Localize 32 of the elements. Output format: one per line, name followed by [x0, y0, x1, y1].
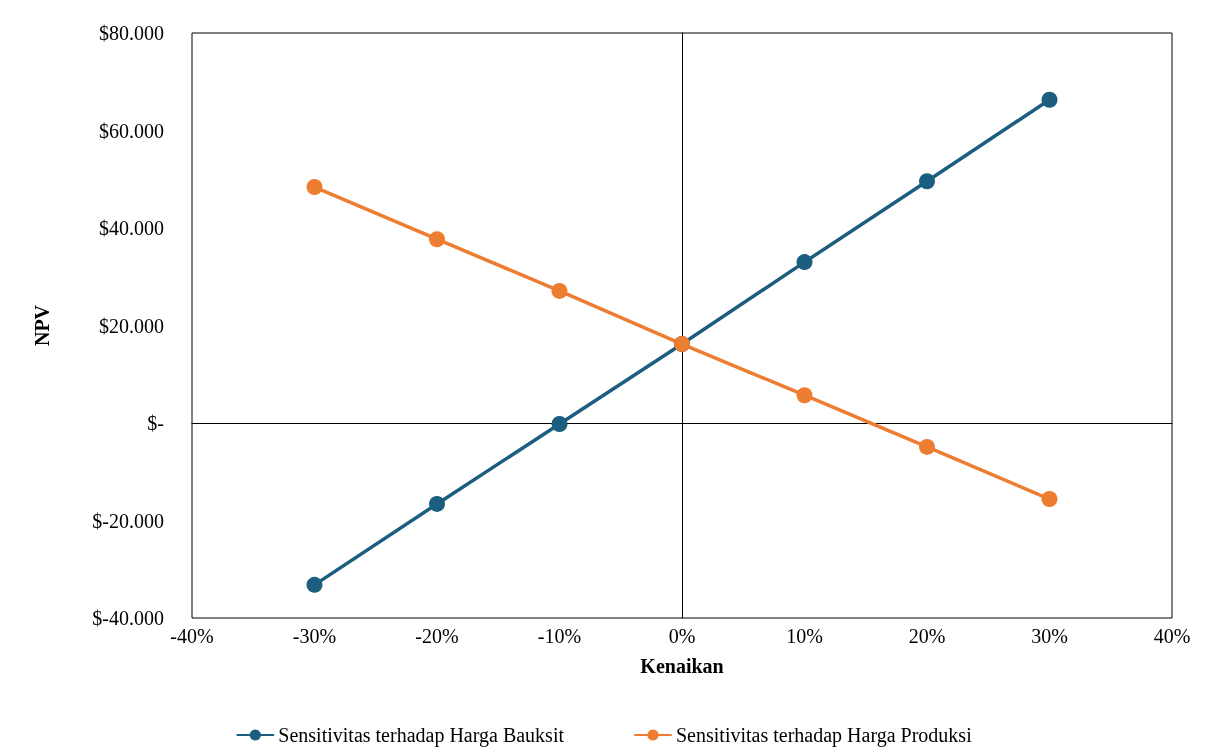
x-tick-label: 20% — [908, 625, 946, 647]
x-tick-label: -10% — [537, 625, 582, 647]
x-tick-label: -20% — [415, 625, 459, 647]
point — [551, 282, 568, 299]
x-tick-label: 40% — [1153, 625, 1191, 647]
point — [796, 254, 813, 271]
x-tick-label: 0% — [668, 625, 696, 647]
x-tick-label: -30% — [292, 625, 337, 647]
point — [429, 231, 445, 248]
point — [919, 173, 935, 190]
x-axis-title: Kenaikan — [640, 655, 724, 677]
point — [919, 438, 935, 455]
x-tick-label: -40% — [170, 625, 214, 647]
point — [796, 387, 813, 404]
y-tick-label: $60.000 — [99, 119, 164, 142]
y-tick-label: $20.000 — [99, 314, 164, 337]
y-tick-label: $-20.000 — [92, 509, 164, 532]
y-tick-label: $- — [147, 412, 164, 434]
legend-label: Sensitivitas terhadap Harga Bauksit — [278, 724, 565, 747]
point — [551, 415, 568, 432]
y-axis-title: NPV — [31, 304, 53, 347]
point — [1041, 491, 1058, 508]
point — [306, 576, 323, 593]
point — [1041, 91, 1058, 108]
x-tick-label: 10% — [786, 625, 823, 647]
y-tick-label: $80.000 — [99, 22, 164, 44]
y-tick-label: $40.000 — [99, 217, 164, 239]
y-tick-label: $-40.000 — [92, 607, 164, 629]
x-tick-label: 30% — [1031, 625, 1068, 647]
point — [429, 495, 445, 512]
point — [306, 179, 323, 196]
legend-label: Sensitivitas terhadap Harga Produksi — [676, 724, 973, 747]
